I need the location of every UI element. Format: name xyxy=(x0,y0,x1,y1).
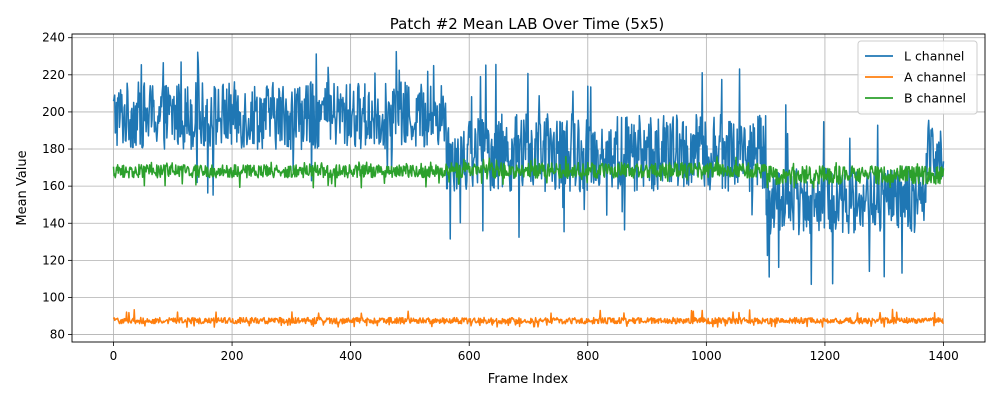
x-tick-label: 200 xyxy=(221,349,244,363)
x-tick-label: 1000 xyxy=(691,349,722,363)
legend-label-l-channel: L channel xyxy=(904,49,964,64)
y-axis-label: Mean Value xyxy=(15,150,30,225)
a-channel-line xyxy=(112,308,944,328)
series-layer xyxy=(112,50,945,328)
y-tick-label: 140 xyxy=(42,216,65,230)
y-tick-label: 120 xyxy=(42,253,65,267)
x-tick-label: 1400 xyxy=(928,349,959,363)
x-tick-label: 400 xyxy=(339,349,362,363)
legend-label-a-channel: A channel xyxy=(904,70,966,85)
legend-box xyxy=(857,40,978,115)
legend-label-b-channel: B channel xyxy=(904,91,966,106)
y-tick-label: 160 xyxy=(42,179,65,193)
legend: L channel A channel B channel xyxy=(857,40,978,115)
b-channel-line xyxy=(112,155,945,189)
y-tick-label: 220 xyxy=(42,68,65,82)
x-axis-label: Frame Index xyxy=(488,372,569,387)
x-tick-label: 600 xyxy=(458,349,481,363)
plot-frame xyxy=(71,33,986,343)
chart-title: Patch #2 Mean LAB Over Time (5x5) xyxy=(390,15,665,33)
x-axis-ticks: 0 200 400 600 800 1000 1200 1400 xyxy=(110,342,959,363)
plot-area xyxy=(112,50,945,328)
y-tick-label: 100 xyxy=(42,290,65,304)
y-tick-label: 240 xyxy=(42,31,65,45)
x-tick-label: 0 xyxy=(110,349,118,363)
y-tick-label: 80 xyxy=(50,328,65,342)
x-tick-label: 800 xyxy=(576,349,599,363)
y-axis-ticks: 80 100 120 140 160 180 200 220 240 xyxy=(42,31,72,342)
y-tick-label: 200 xyxy=(42,105,65,119)
x-tick-label: 1200 xyxy=(810,349,841,363)
y-tick-label: 180 xyxy=(42,142,65,156)
